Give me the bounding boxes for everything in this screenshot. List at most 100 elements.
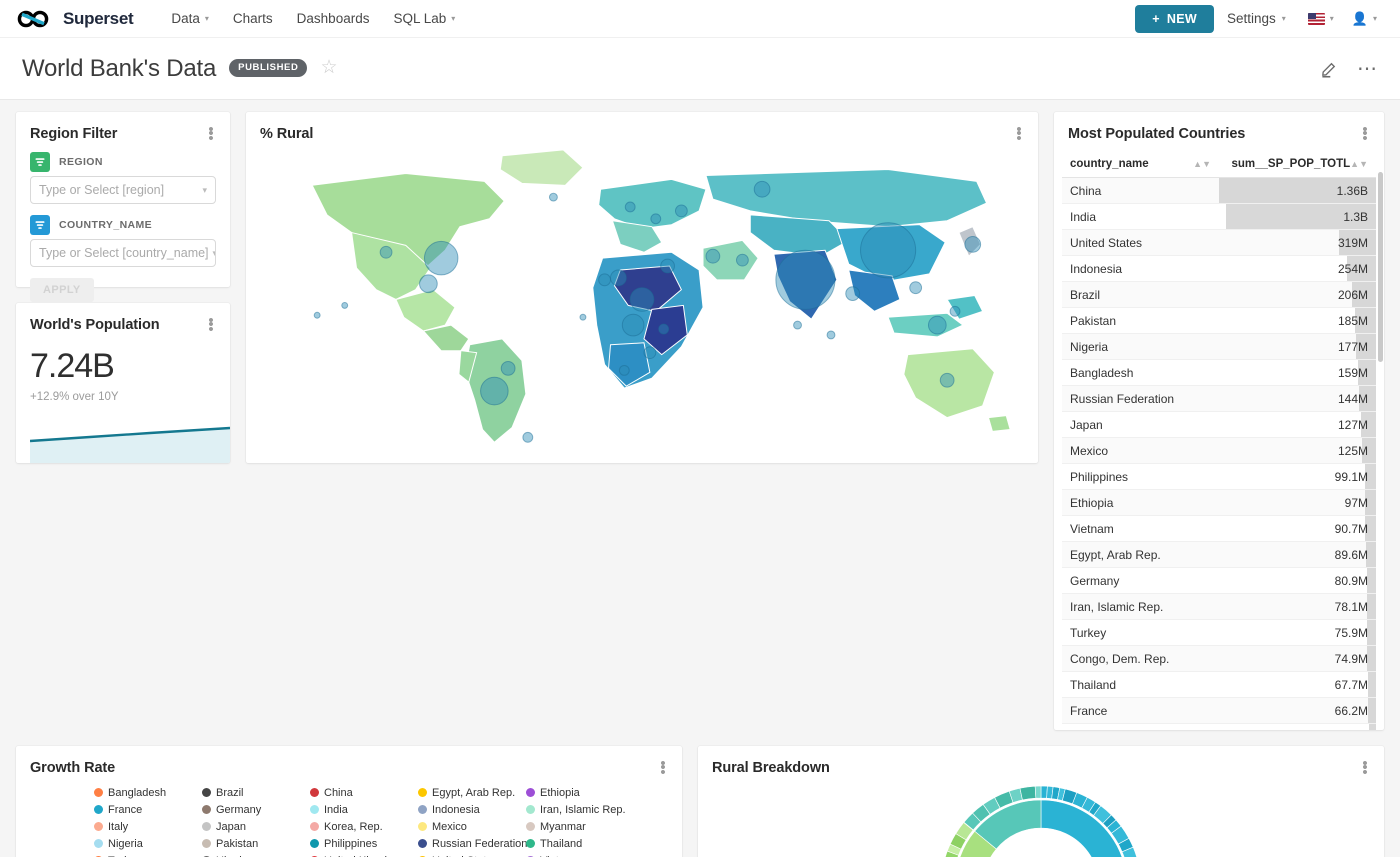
star-outline-icon[interactable]: ☆ <box>320 56 337 79</box>
column-header-country-name[interactable]: country_name ▲▼ <box>1062 150 1219 178</box>
legend-item[interactable]: Philippines <box>310 835 418 852</box>
filter-field-country-header: COUNTRY_NAME <box>30 215 216 235</box>
legend-item[interactable]: Italy <box>94 818 202 835</box>
column-label: country_name <box>1070 158 1149 170</box>
legend-item[interactable]: Bangladesh <box>94 784 202 801</box>
legend-item[interactable]: Indonesia <box>418 801 526 818</box>
legend-item[interactable]: Turkey <box>94 852 202 857</box>
filter-field-label: REGION <box>59 156 103 168</box>
legend-label: Indonesia <box>432 804 480 816</box>
legend-color-swatch <box>418 788 427 797</box>
nav-link-data[interactable]: Data ▾ <box>159 3 221 34</box>
ellipsis-vertical-icon[interactable]: • • • <box>206 317 216 332</box>
legend-item[interactable]: Vietnam <box>526 852 634 857</box>
legend-label: Nigeria <box>108 838 143 850</box>
table-scrollbar[interactable] <box>1378 172 1383 362</box>
legend-item[interactable]: Ukraine <box>202 852 310 857</box>
country-name-select-input[interactable]: Type or Select [country_name] ▾ <box>30 239 216 267</box>
legend-item[interactable]: Ethiopia <box>526 784 634 801</box>
legend-color-swatch <box>310 822 319 831</box>
table-row[interactable]: Congo, Dem. Rep. 74.9M <box>1062 646 1376 672</box>
table-row[interactable]: Turkey 75.9M <box>1062 620 1376 646</box>
legend-item[interactable]: France <box>94 801 202 818</box>
cell-population: 254M <box>1219 256 1376 282</box>
cell-bar <box>1367 568 1376 593</box>
ellipsis-vertical-icon[interactable]: • • • <box>1014 126 1024 141</box>
table-row[interactable]: Bangladesh 159M <box>1062 360 1376 386</box>
pencil-icon[interactable] <box>1320 59 1339 78</box>
table-row[interactable]: United States 319M <box>1062 230 1376 256</box>
cell-country-name: Turkey <box>1062 620 1219 646</box>
table-row[interactable]: India 1.3B <box>1062 204 1376 230</box>
table-row[interactable]: Ethiopia 97M <box>1062 490 1376 516</box>
cell-country-name: Japan <box>1062 412 1219 438</box>
new-button[interactable]: + NEW <box>1135 5 1214 33</box>
world-choropleth-map[interactable] <box>252 142 1032 457</box>
nav-link-sql-lab[interactable]: SQL Lab ▾ <box>381 3 467 34</box>
legend-item[interactable]: Korea, Rep. <box>310 818 418 835</box>
table-row[interactable]: Philippines 99.1M <box>1062 464 1376 490</box>
column-header-population[interactable]: sum__SP_POP_TOTL ▲▼ <box>1219 150 1376 178</box>
table-row[interactable]: Brazil 206M <box>1062 282 1376 308</box>
chevron-down-icon: ▾ <box>1282 15 1286 23</box>
user-menu[interactable]: 👤 ▾ <box>1343 3 1386 35</box>
table-row[interactable]: Mexico 125M <box>1062 438 1376 464</box>
cell-value: 185M <box>1338 314 1368 328</box>
ellipsis-vertical-icon[interactable]: • • • <box>658 760 668 775</box>
table-row[interactable]: Japan 127M <box>1062 412 1376 438</box>
cell-value: 75.9M <box>1335 626 1368 640</box>
nav-link-charts[interactable]: Charts <box>221 3 285 34</box>
table-row[interactable]: France 66.2M <box>1062 698 1376 724</box>
legend-item[interactable]: Russian Federation <box>418 835 526 852</box>
language-selector[interactable]: ▾ <box>1299 5 1343 33</box>
legend-item[interactable]: Brazil <box>202 784 310 801</box>
legend-item[interactable]: United Kingdom <box>310 852 418 857</box>
legend-color-swatch <box>94 822 103 831</box>
table-row[interactable]: Germany 80.9M <box>1062 568 1376 594</box>
legend-item[interactable]: Egypt, Arab Rep. <box>418 784 526 801</box>
table-row[interactable]: Nigeria 177M <box>1062 334 1376 360</box>
table-scroll-area[interactable]: country_name ▲▼ sum__SP_POP_TOTL ▲▼ Chin… <box>1054 142 1384 730</box>
table-row[interactable]: Indonesia 254M <box>1062 256 1376 282</box>
legend-item[interactable]: Pakistan <box>202 835 310 852</box>
legend-label: Mexico <box>432 821 467 833</box>
legend-item[interactable]: Japan <box>202 818 310 835</box>
legend-item[interactable]: Germany <box>202 801 310 818</box>
table-row[interactable]: China 1.36B <box>1062 178 1376 204</box>
ellipsis-vertical-icon[interactable]: • • • <box>1360 126 1370 141</box>
ellipsis-vertical-icon[interactable]: • • • <box>206 126 216 141</box>
legend-label: Thailand <box>540 838 582 850</box>
legend-item[interactable]: China <box>310 784 418 801</box>
legend-item[interactable]: Thailand <box>526 835 634 852</box>
table-row[interactable]: Thailand 67.7M <box>1062 672 1376 698</box>
nav-link-dashboards[interactable]: Dashboards <box>285 3 382 34</box>
rural-breakdown-sunburst[interactable] <box>698 778 1384 857</box>
region-select-input[interactable]: Type or Select [region] ▾ <box>30 176 216 204</box>
cell-value: 1.3B <box>1343 210 1368 224</box>
table-row[interactable]: Russian Federation 144M <box>1062 386 1376 412</box>
ellipsis-horizontal-icon[interactable]: ⋯ <box>1357 64 1378 74</box>
legend-item[interactable]: Myanmar <box>526 818 634 835</box>
legend-item[interactable]: Mexico <box>418 818 526 835</box>
legend-item[interactable]: Nigeria <box>94 835 202 852</box>
legend-item[interactable]: India <box>310 801 418 818</box>
cell-value: 97M <box>1345 496 1368 510</box>
cell-value: 66.2M <box>1335 704 1368 718</box>
grid-row-2: Growth Rate • • • Bangladesh Brazil China Egy… <box>16 746 1384 857</box>
legend-item[interactable]: Iran, Islamic Rep. <box>526 801 634 818</box>
apply-button[interactable]: APPLY <box>30 278 94 302</box>
table-row[interactable]: Vietnam 90.7M <box>1062 516 1376 542</box>
card-header: Rural Breakdown • • • <box>698 746 1384 776</box>
table-row[interactable]: Pakistan 185M <box>1062 308 1376 334</box>
growth-rate-legend: Bangladesh Brazil China Egypt, Arab Rep. Eth… <box>16 776 682 857</box>
table-row[interactable]: United Kingdom 64.5M <box>1062 724 1376 731</box>
legend-color-swatch <box>526 805 535 814</box>
table-row[interactable]: Egypt, Arab Rep. 89.6M <box>1062 542 1376 568</box>
cell-bar <box>1368 698 1376 723</box>
legend-item[interactable]: United States <box>418 852 526 857</box>
settings-menu[interactable]: Settings ▾ <box>1214 3 1299 34</box>
table-row[interactable]: Iran, Islamic Rep. 78.1M <box>1062 594 1376 620</box>
ellipsis-vertical-icon[interactable]: • • • <box>1360 760 1370 775</box>
status-badge[interactable]: PUBLISHED <box>229 59 307 77</box>
brand-home-link[interactable]: Superset <box>16 9 133 29</box>
